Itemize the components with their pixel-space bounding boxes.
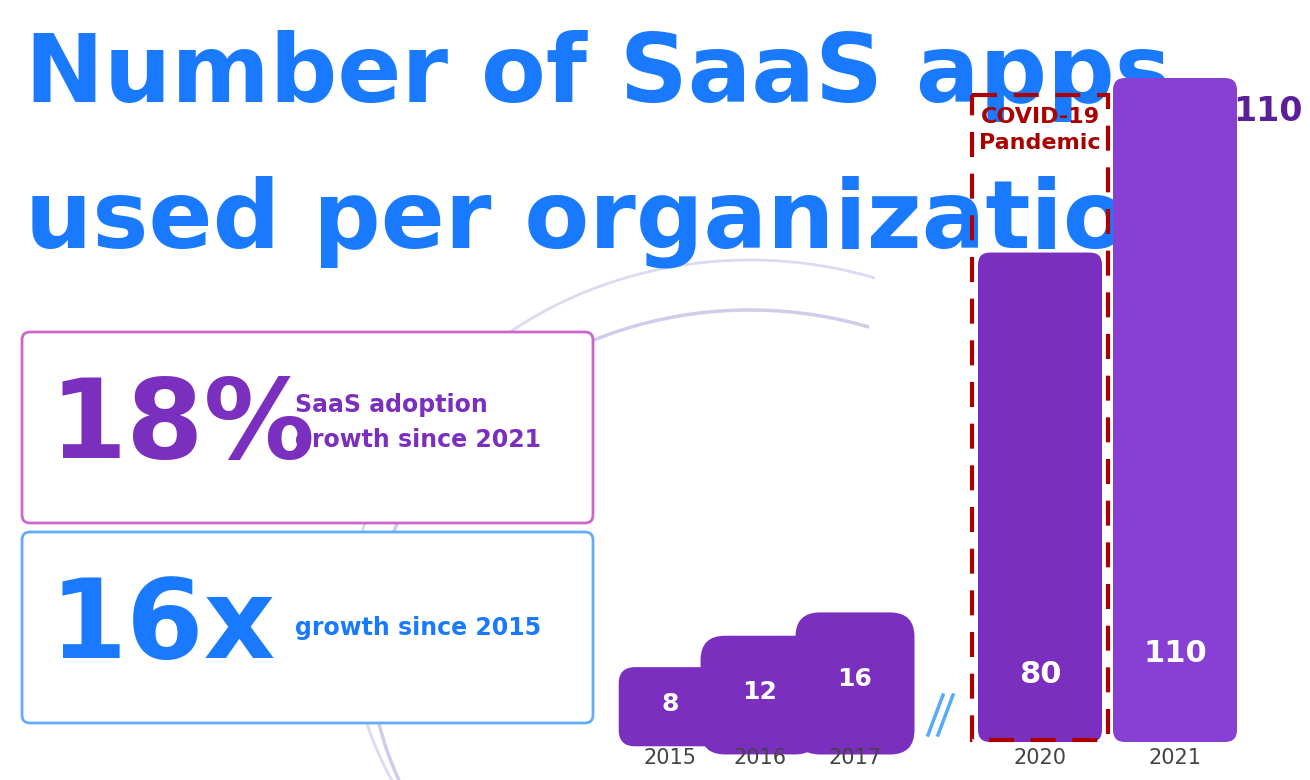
Text: Number of SaaS apps: Number of SaaS apps	[25, 30, 1171, 122]
Text: 2016: 2016	[734, 748, 786, 768]
Text: 2020: 2020	[1014, 748, 1066, 768]
Text: used per organization: used per organization	[25, 175, 1195, 268]
Text: 18%: 18%	[50, 374, 316, 481]
FancyBboxPatch shape	[22, 332, 593, 523]
FancyBboxPatch shape	[22, 532, 593, 723]
Text: 2015: 2015	[643, 748, 697, 768]
Text: 80: 80	[1019, 660, 1061, 689]
Text: 110: 110	[1144, 639, 1207, 668]
Text: 16: 16	[837, 667, 872, 691]
Text: 110: 110	[1233, 95, 1302, 128]
Text: 16x: 16x	[50, 574, 276, 681]
Text: 2021: 2021	[1149, 748, 1201, 768]
FancyBboxPatch shape	[979, 253, 1102, 742]
FancyBboxPatch shape	[795, 612, 914, 754]
Text: 2017: 2017	[828, 748, 882, 768]
Text: 12: 12	[743, 679, 777, 704]
Text: COVID-19
Pandemic: COVID-19 Pandemic	[979, 107, 1100, 154]
Text: 8: 8	[662, 693, 679, 716]
FancyBboxPatch shape	[701, 636, 820, 754]
Text: growth since 2015: growth since 2015	[295, 615, 541, 640]
FancyBboxPatch shape	[618, 667, 722, 746]
FancyBboxPatch shape	[1114, 78, 1237, 742]
Text: SaaS adoption
growth since 2021: SaaS adoption growth since 2021	[295, 393, 541, 452]
